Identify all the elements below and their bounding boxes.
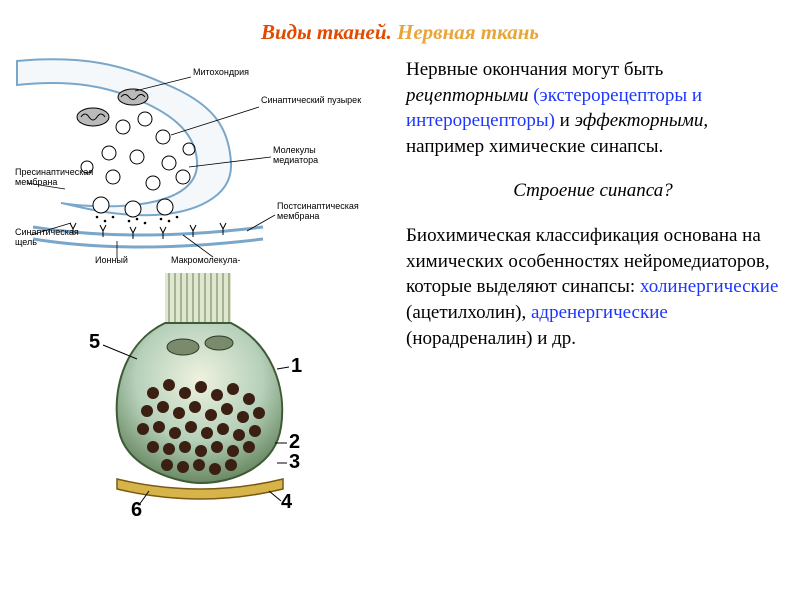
lbl-mediator: Молекулымедиатора <box>273 145 318 165</box>
lbl-mito: Митохондрия <box>193 67 249 77</box>
lbl-presyn: Пресинаптическаямембрана <box>15 167 93 187</box>
postsynaptic-membrane-lower <box>33 239 263 247</box>
synapse-schematic-svg: Митохондрия Синаптический пузырек Молеку… <box>13 57 383 267</box>
synapse-micrograph-diagram: 1 2 3 4 5 6 <box>83 273 313 523</box>
title-part-b: Нервная ткань <box>397 20 539 44</box>
p2-c: (ацетилхолин), <box>406 302 531 323</box>
figures-column: Митохондрия Синаптический пузырек Молеку… <box>8 57 388 523</box>
title-part-a: Виды тканей. <box>261 20 392 44</box>
page-title: Виды тканей. Нервная ткань <box>0 0 800 45</box>
synapse-schematic-diagram: Митохондрия Синаптический пузырек Молеку… <box>13 57 383 267</box>
lbl-postsyn: Постсинаптическаямембрана <box>277 201 359 221</box>
p2-d: адренергические <box>531 302 668 323</box>
presynaptic-bulb <box>17 59 231 215</box>
num-6: 6 <box>131 499 142 522</box>
p1-d: и <box>555 110 575 131</box>
lbl-receptor: Макромолекула-рецептор <box>171 255 240 267</box>
num-1: 1 <box>291 355 302 378</box>
docked-vesicles <box>93 197 173 217</box>
paragraph-2: Биохимическая классификация основана на … <box>406 223 780 351</box>
p1-b: рецепторными <box>406 85 528 106</box>
p2-b: холинергические <box>640 276 778 297</box>
p1-e: эффекторными <box>575 110 704 131</box>
center-question: Строение синапса? <box>406 178 780 204</box>
num-5: 5 <box>89 331 100 354</box>
mediator-dots <box>96 216 179 225</box>
num-3: 3 <box>289 451 300 474</box>
p1-a: Нервные окончания могут быть <box>406 59 663 80</box>
receptor-row <box>70 223 226 239</box>
paragraph-1: Нервные окончания могут быть рецепторным… <box>406 57 780 160</box>
synapse-micrograph-svg <box>83 273 313 523</box>
lbl-ion: Ионныйканал <box>95 255 128 267</box>
mitochondria-group <box>77 89 148 126</box>
p2-e: (норадреналин) и др. <box>406 328 576 349</box>
axon-stalk <box>165 273 231 329</box>
text-column: Нервные окончания могут быть рецепторным… <box>406 57 780 523</box>
num-4: 4 <box>281 491 292 514</box>
two-column-layout: Митохондрия Синаптический пузырек Молеку… <box>0 45 800 523</box>
lbl-vesicle: Синаптический пузырек <box>261 95 361 105</box>
